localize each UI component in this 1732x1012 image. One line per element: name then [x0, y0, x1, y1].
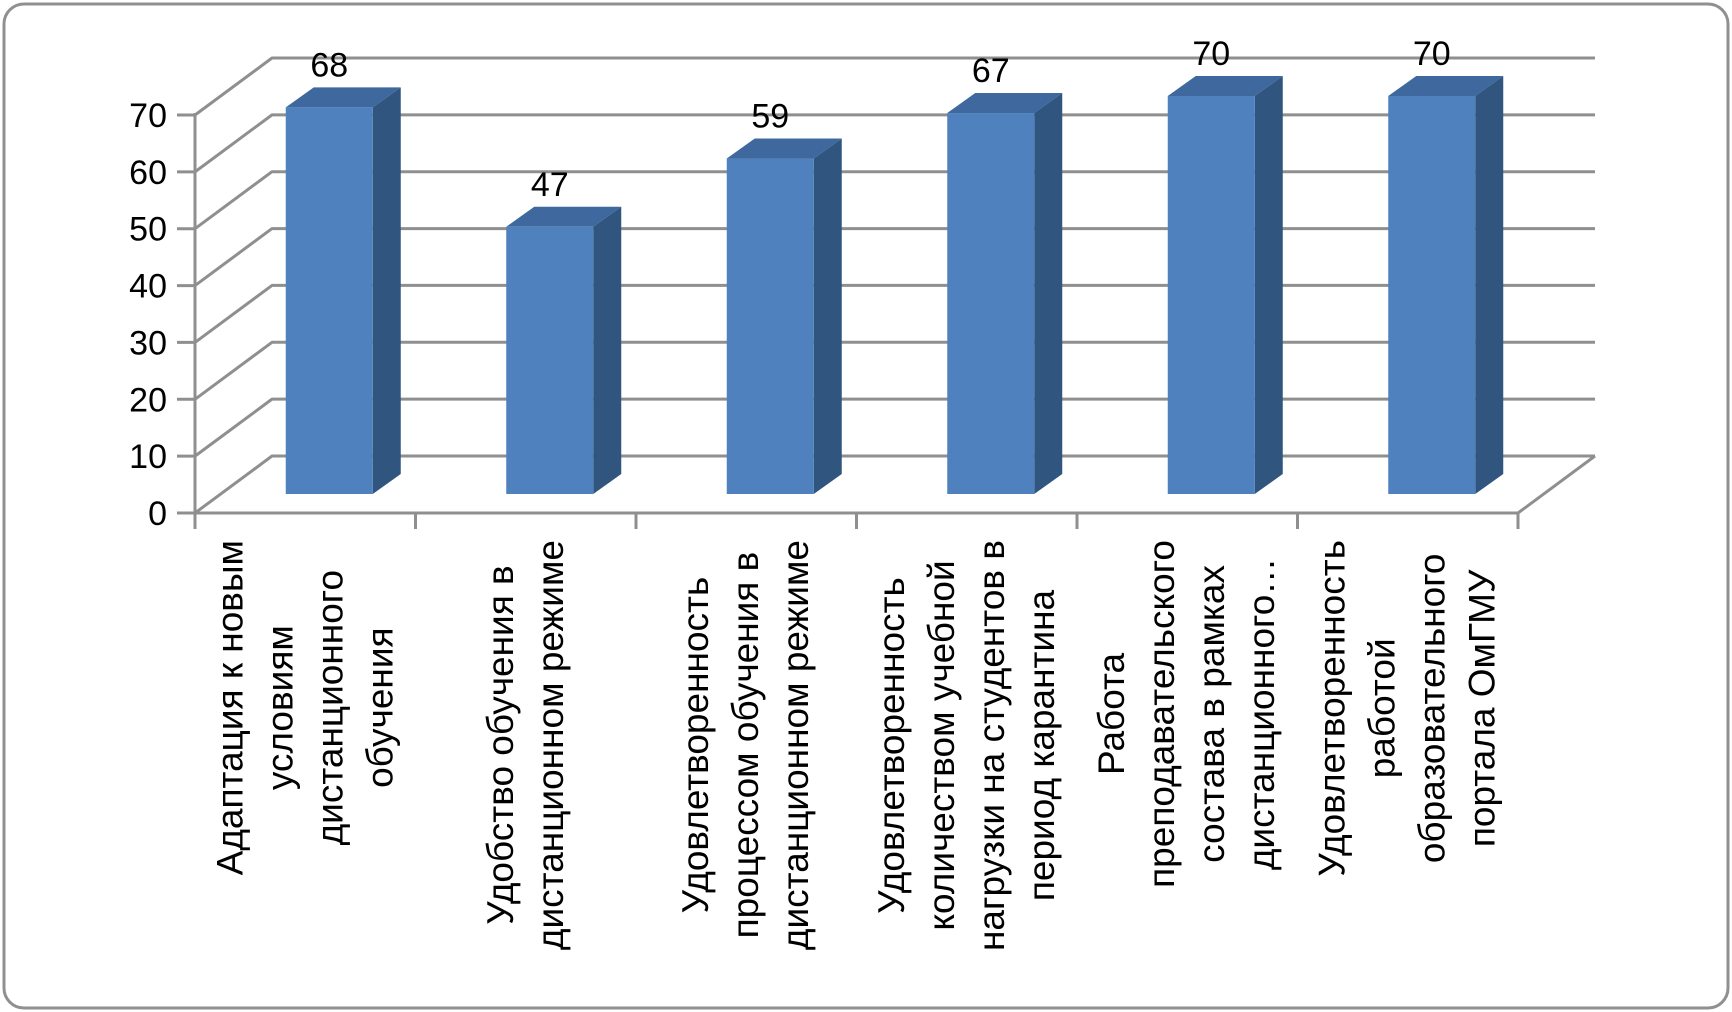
gridline — [194, 56, 1595, 117]
bar-side-face — [593, 206, 622, 494]
gridline — [194, 227, 1595, 287]
gridline — [194, 283, 1595, 344]
category-label: Удовлетворенность работой образовательно… — [1311, 540, 1503, 877]
bar-top-face — [285, 87, 401, 108]
bar-column — [726, 158, 814, 495]
bar-column — [506, 226, 594, 494]
bar-top-face — [726, 138, 842, 159]
category-label: Удовлетворенность количеством учебной на… — [870, 540, 1062, 951]
bar-value-label: 67 — [972, 52, 1010, 90]
y-axis-tick-label: 20 — [129, 381, 167, 419]
bar-top-face — [1167, 76, 1283, 96]
bar-value-label: 47 — [531, 166, 569, 204]
y-axis-tick-label: 0 — [148, 495, 167, 533]
bar-side-face — [1034, 93, 1063, 495]
category-label: Удобство обучения в дистанционном режиме — [479, 540, 571, 951]
bar-value-label: 70 — [1192, 35, 1230, 73]
bar-top-face — [506, 206, 622, 227]
category-label: Работа преподавательского состава в рамк… — [1091, 540, 1283, 888]
category-label: Удовлетворенность процессом обучения в д… — [675, 540, 817, 951]
bar-column — [947, 113, 1035, 495]
gridline — [194, 170, 1595, 230]
bar-value-label: 59 — [751, 98, 789, 136]
y-axis-tick-label: 60 — [129, 154, 167, 192]
bar-side-face — [372, 87, 401, 494]
floor-right-edge — [1517, 454, 1596, 515]
bar-value-label: 68 — [310, 46, 348, 84]
bar-column — [285, 107, 373, 494]
y-axis-tick-label: 70 — [129, 97, 167, 135]
category-label: Адаптация к новым условиям дистанционног… — [209, 540, 401, 876]
gridline — [194, 454, 1595, 515]
bar-side-face — [813, 138, 842, 495]
gridline — [194, 113, 1595, 174]
gridline — [194, 397, 1595, 458]
bar-column — [1167, 96, 1255, 494]
bar-top-face — [947, 93, 1063, 114]
y-axis-tick-label: 50 — [129, 211, 167, 249]
y-axis-tick-label: 30 — [129, 324, 167, 362]
bar-value-label: 70 — [1413, 35, 1451, 73]
bar-top-face — [1388, 76, 1504, 96]
bar-column — [1388, 96, 1476, 494]
bar-side-face — [1475, 76, 1504, 494]
bar-side-face — [1254, 76, 1283, 494]
gridline — [194, 340, 1595, 401]
y-axis-tick-label: 10 — [129, 438, 167, 476]
y-axis-tick-label: 40 — [129, 268, 167, 306]
